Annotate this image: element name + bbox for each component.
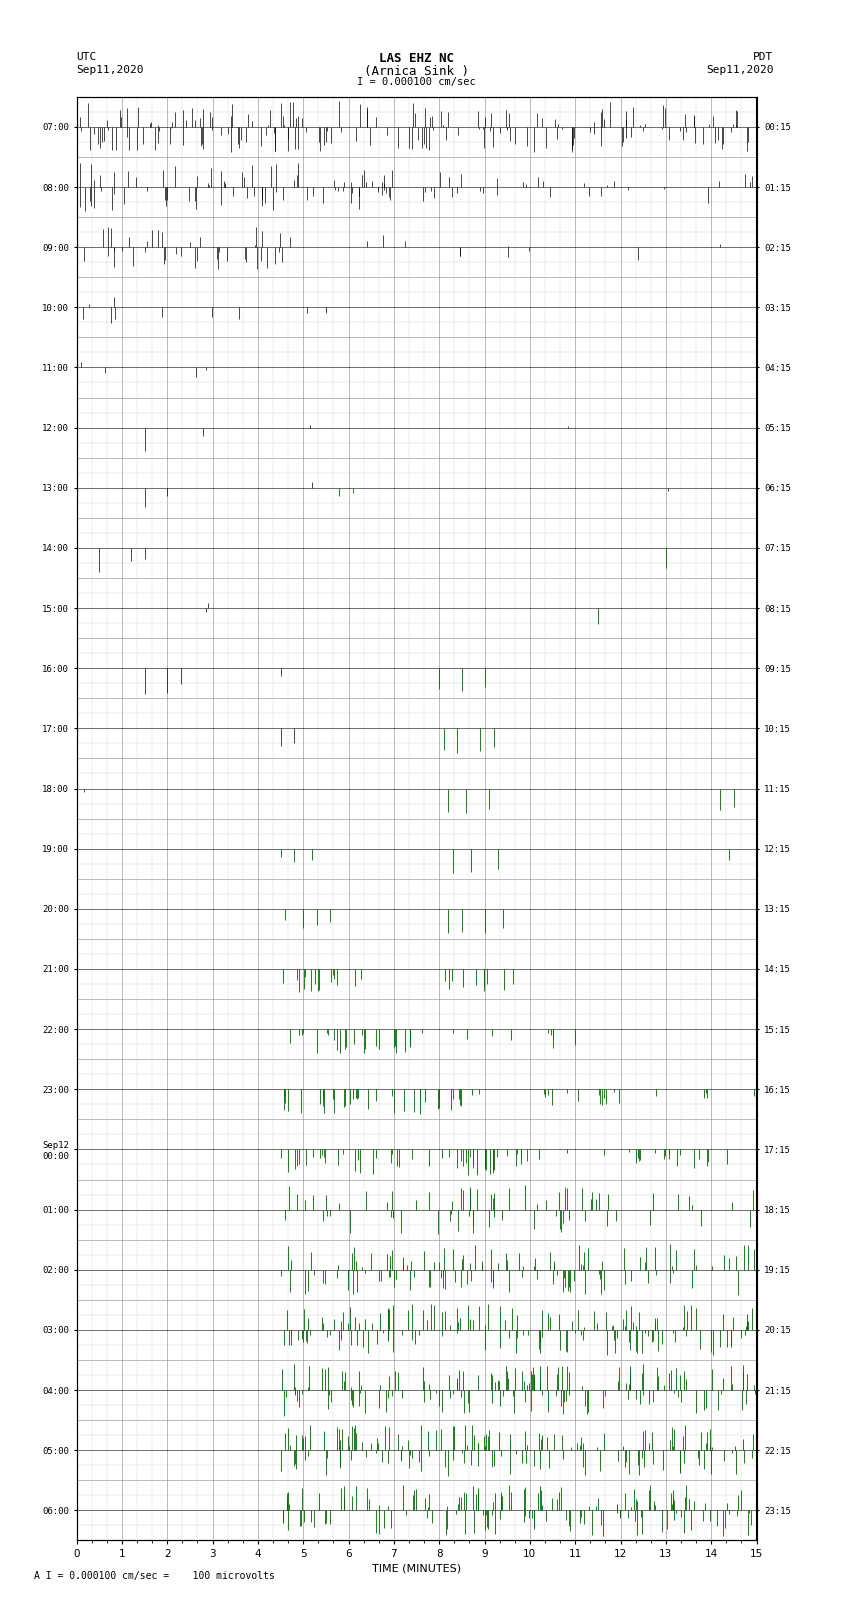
X-axis label: TIME (MINUTES): TIME (MINUTES) bbox=[372, 1563, 461, 1574]
Text: UTC: UTC bbox=[76, 52, 97, 61]
Text: PDT: PDT bbox=[753, 52, 774, 61]
Text: I = 0.000100 cm/sec: I = 0.000100 cm/sec bbox=[357, 77, 476, 87]
Text: (Arnica Sink ): (Arnica Sink ) bbox=[364, 65, 469, 77]
Text: Sep11,2020: Sep11,2020 bbox=[706, 65, 774, 74]
Text: Sep11,2020: Sep11,2020 bbox=[76, 65, 144, 74]
Text: LAS EHZ NC: LAS EHZ NC bbox=[379, 52, 454, 65]
Text: A I = 0.000100 cm/sec =    100 microvolts: A I = 0.000100 cm/sec = 100 microvolts bbox=[34, 1571, 275, 1581]
